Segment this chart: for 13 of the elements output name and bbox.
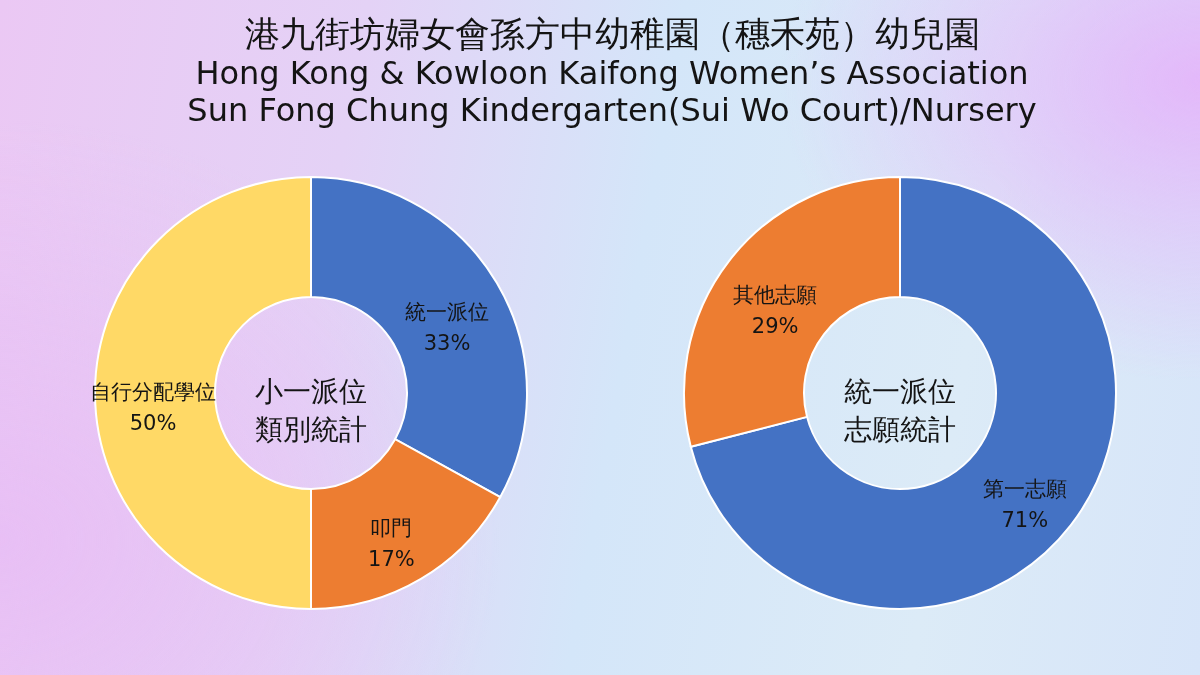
text: 港九街坊婦女會孫方中幼稚園（穗禾苑）幼兒園: [244, 14, 980, 54]
slice-label: 第一志願: [982, 476, 1067, 501]
slice-label: 其他志願: [733, 283, 818, 308]
data-label: 29%: [751, 314, 799, 339]
data-label: 71%: [1001, 507, 1049, 532]
text: Hong Kong & Kowloon Kaifong Women’s Association Sun Fong Chung Kindergarten(Sui Wo Court)/Nursery: [187, 54, 1037, 129]
text: 統一派位志願統計: [844, 375, 956, 446]
data-label: 33%: [423, 330, 471, 355]
data-label: 17%: [368, 547, 415, 571]
text: 小一派位類別統計: [255, 375, 367, 446]
data-label: 50%: [129, 411, 177, 435]
slice-label: 統一派位: [405, 299, 489, 324]
slice-label: 叩門: [370, 516, 413, 540]
